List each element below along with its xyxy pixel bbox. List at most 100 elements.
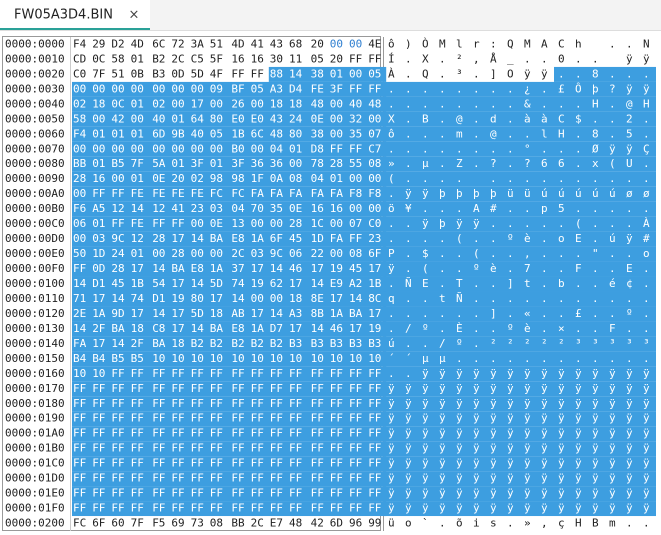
ascii-char: . <box>507 217 514 230</box>
ascii-char: Ñ <box>405 277 412 290</box>
ascii-char: Ç <box>643 142 650 155</box>
tab[interactable] <box>0 0 150 30</box>
hex-byte: FF <box>73 382 86 395</box>
ascii-char: ú <box>388 337 395 350</box>
ascii-char: ÿ <box>388 502 395 515</box>
ascii-char: @ <box>490 127 497 140</box>
hex-byte: 8C <box>368 292 381 305</box>
hex-byte: 41 <box>171 202 184 215</box>
ascii-char: ° <box>524 142 531 155</box>
ascii-char: ÿ <box>592 502 599 515</box>
hex-byte: 5F <box>210 52 223 65</box>
hex-byte: FF <box>92 382 105 395</box>
ascii-char: ÿ <box>592 427 599 440</box>
hex-byte: 6C <box>251 127 264 140</box>
ascii-char: ÿ <box>609 142 616 155</box>
ascii-char: ÿ <box>626 52 633 65</box>
hex-byte: 00 <box>349 67 362 80</box>
ascii-char: ÿ <box>558 367 565 380</box>
ascii-char: ÿ <box>439 472 446 485</box>
ascii-char: ÿ <box>558 412 565 425</box>
hex-selection <box>72 321 387 337</box>
offset: 0000:00A0 <box>5 187 65 200</box>
ascii-char: ÿ <box>490 502 497 515</box>
hex-byte: A3 <box>270 82 283 95</box>
hex-byte: FF <box>210 502 223 515</box>
hex-byte: F5 <box>152 517 165 530</box>
hex-byte: FF <box>171 412 184 425</box>
ascii-char: ÿ <box>626 367 633 380</box>
ascii-char: ÿ <box>575 427 582 440</box>
hex-byte: 45 <box>111 277 124 290</box>
ascii-char: . <box>490 247 497 260</box>
hex-byte: 99 <box>368 517 381 530</box>
ascii-char: . <box>456 262 463 275</box>
hex-byte: FF <box>349 367 362 380</box>
ascii-char: Z <box>456 157 463 170</box>
ascii-char: . <box>643 262 650 275</box>
hex-byte: 16 <box>251 52 264 65</box>
ascii-char: ÿ <box>626 427 633 440</box>
ascii-char: ÿ <box>609 427 616 440</box>
ascii-char: ÿ <box>388 412 395 425</box>
ascii-char: ÿ <box>490 382 497 395</box>
hex-byte: 18 <box>131 322 144 335</box>
hex-selection <box>72 141 387 157</box>
hex-byte: 42 <box>311 517 324 530</box>
ascii-char: . <box>439 307 446 320</box>
hex-byte: 12 <box>111 202 124 215</box>
hex-byte: FF <box>210 397 223 410</box>
hex-byte: F4 <box>73 37 87 50</box>
ascii-char: õ <box>456 517 463 530</box>
ascii-char: , <box>524 247 531 260</box>
hex-byte: 17 <box>311 262 324 275</box>
hex-byte: 10 <box>152 352 165 365</box>
hex-byte: 04 <box>270 142 284 155</box>
hex-byte: 00 <box>191 82 204 95</box>
ascii-char: @ <box>456 112 463 125</box>
ascii-char: ÿ <box>388 457 395 470</box>
ascii-char: . <box>558 292 565 305</box>
hex-byte: FF <box>210 457 223 470</box>
ascii-char: ÿ <box>592 457 599 470</box>
hex-selection <box>72 276 387 292</box>
hex-byte: FF <box>270 382 283 395</box>
hex-byte: E8 <box>191 262 204 275</box>
ascii-char: ÿ <box>575 442 582 455</box>
ascii-char: A <box>473 202 480 215</box>
hex-byte: 18 <box>289 292 302 305</box>
hex-byte: 00 <box>171 97 184 110</box>
hex-byte: FF <box>131 487 144 500</box>
hex-byte: 14 <box>311 322 325 335</box>
ascii-char: . <box>524 217 531 230</box>
ascii-char: Í <box>388 52 395 65</box>
ascii-char: × <box>558 322 565 335</box>
ascii-char: ÿ <box>439 487 446 500</box>
ascii-char: ÿ <box>575 367 582 380</box>
ascii-char: ÿ <box>456 412 463 425</box>
hex-byte: FF <box>251 397 264 410</box>
offset: 0000:0040 <box>5 97 65 110</box>
hex-byte: 08 <box>349 247 362 260</box>
hex-byte: 14 <box>349 292 363 305</box>
close-icon[interactable]: × <box>129 8 140 23</box>
ascii-char: . <box>575 157 582 170</box>
hex-byte: 9B <box>171 127 185 140</box>
ascii-char: ÿ <box>541 412 548 425</box>
ascii-char: ¥ <box>405 202 412 215</box>
ascii-char: . <box>388 277 395 290</box>
hex-byte: 00 <box>171 142 184 155</box>
offset: 0000:0150 <box>5 352 65 365</box>
offset: 0000:0130 <box>5 322 65 335</box>
hex-byte: E7 <box>270 517 283 530</box>
ascii-char: Ñ <box>456 292 463 305</box>
hex-selection <box>72 396 387 412</box>
ascii-char: ÿ <box>558 487 565 500</box>
ascii-char: ³ <box>609 337 616 350</box>
ascii-char: o <box>405 517 412 530</box>
hex-byte: 28 <box>330 157 343 170</box>
ascii-char: µ <box>439 352 446 365</box>
hex-byte: 00 <box>131 82 144 95</box>
ascii-char: ÿ <box>439 367 446 380</box>
